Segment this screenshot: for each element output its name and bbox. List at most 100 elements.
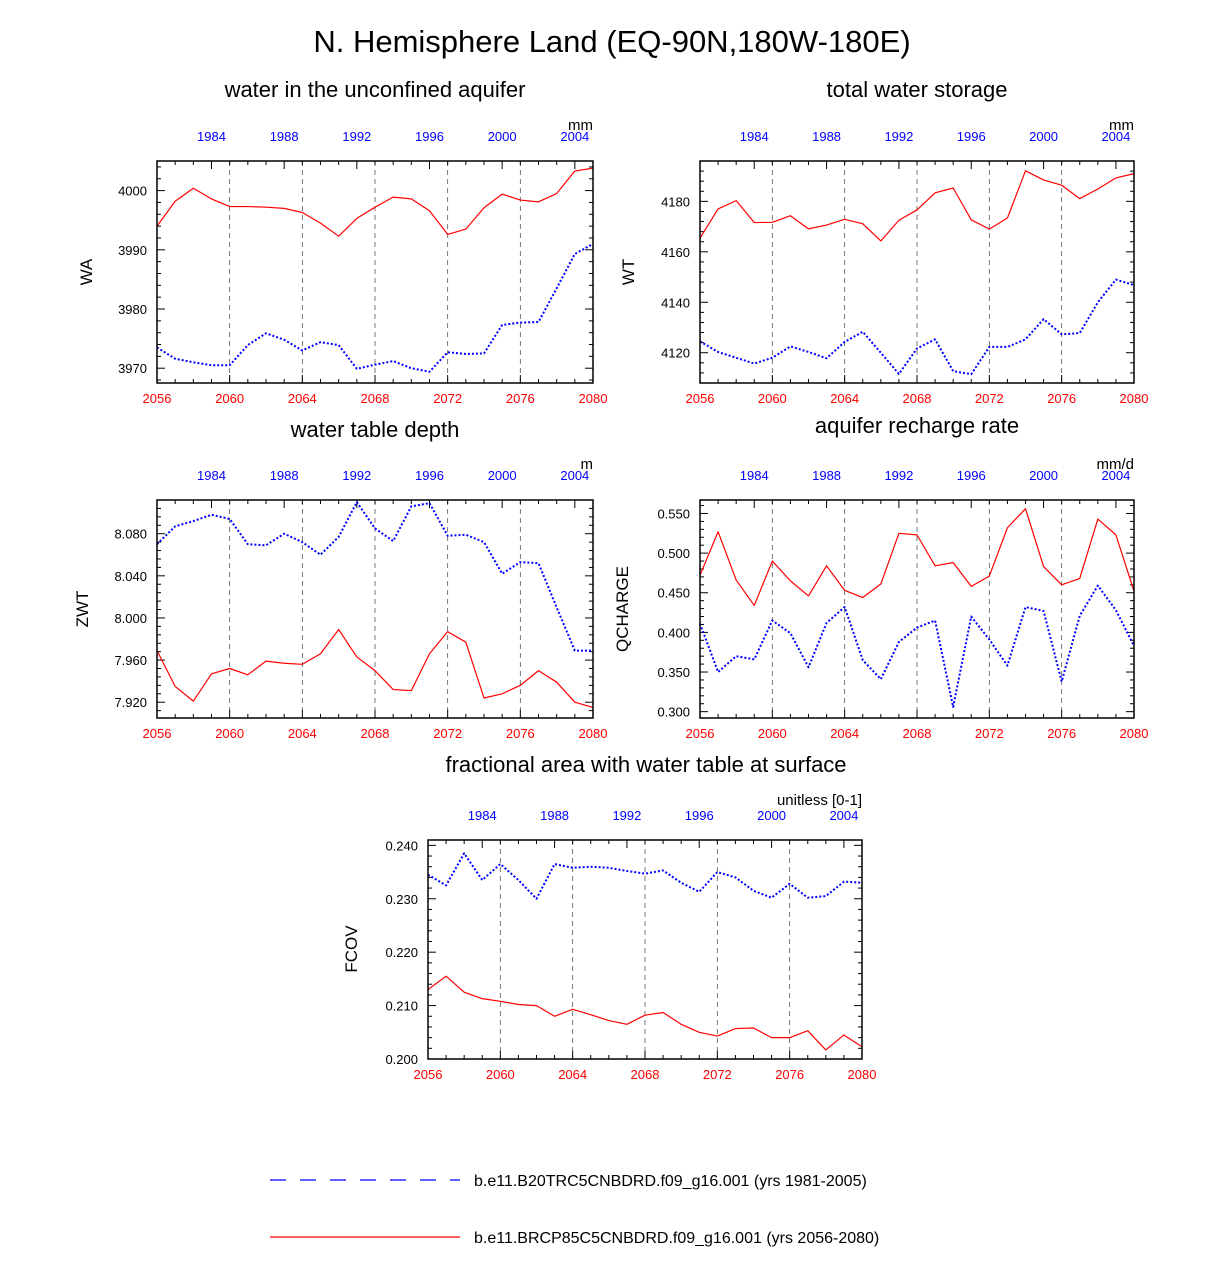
y-tick-label: 4120 (661, 346, 690, 361)
unit-label: mm (1109, 117, 1134, 134)
x-tick-label: 2056 (143, 726, 172, 741)
y-tick-label: 8.080 (114, 527, 147, 542)
unit-label: m (581, 456, 594, 473)
x-tick-label: 2076 (506, 726, 535, 741)
top-tick-label: 1992 (342, 129, 371, 144)
x-tick-label: 2080 (579, 726, 608, 741)
panel-3: water table depth m ZWT 2056 2060 2064 2068 207… (73, 417, 607, 741)
x-tick-label: 2072 (975, 726, 1004, 741)
x-tick-label: 2068 (361, 726, 390, 741)
top-tick-label: 2000 (1029, 129, 1058, 144)
y-tick-label: 7.960 (114, 653, 147, 668)
top-tick-label: 1996 (957, 129, 986, 144)
top-tick-label: 1992 (342, 468, 371, 483)
y-axis-label: WT (619, 259, 638, 285)
panel-2: total water storage mm WT 2056 2060 2064 2068 2… (619, 77, 1148, 406)
x-tick-label: 2080 (579, 391, 608, 406)
x-tick-label: 2076 (506, 391, 535, 406)
x-tick-label: 2056 (414, 1067, 443, 1082)
x-tick-label: 2072 (433, 391, 462, 406)
y-tick-label: 4180 (661, 194, 690, 209)
x-tick-label: 2064 (288, 726, 317, 741)
x-tick-label: 2064 (830, 726, 859, 741)
panel-4: aquifer recharge rate mm/d QCHARGE 2056 2060… (613, 413, 1148, 741)
top-tick-label: 1992 (884, 129, 913, 144)
top-tick-label: 1984 (740, 129, 769, 144)
top-tick-label: 2000 (488, 468, 517, 483)
panel-title: fractional area with water table at surf… (445, 752, 846, 777)
top-tick-label: 1988 (812, 468, 841, 483)
legend-hist-label: b.e11.B20TRC5CNBDRD.f09_g16.001 (yrs 198… (474, 1173, 867, 1190)
x-tick-label: 2080 (1120, 391, 1149, 406)
y-tick-label: 0.200 (385, 1052, 418, 1067)
legend-rcp-label: b.e11.BRCP85C5CNBDRD.f09_g16.001 (yrs 20… (474, 1230, 879, 1247)
series-line-hist (699, 584, 1135, 708)
top-tick-label: 1984 (468, 808, 497, 823)
y-tick-label: 4160 (661, 245, 690, 260)
y-tick-label: 0.400 (657, 625, 690, 640)
top-tick-label: 2004 (1101, 129, 1130, 144)
legend: b.e11.B20TRC5CNBDRD.f09_g16.001 (yrs 198… (270, 1173, 879, 1247)
x-tick-label: 2064 (830, 391, 859, 406)
y-tick-label: 4140 (661, 295, 690, 310)
top-tick-label: 1996 (415, 468, 444, 483)
top-tick-label: 1984 (740, 468, 769, 483)
y-tick-label: 4000 (118, 184, 147, 199)
unit-label: mm (568, 117, 593, 134)
top-tick-label: 2000 (1029, 468, 1058, 483)
unit-label: unitless [0-1] (777, 792, 862, 809)
y-tick-label: 0.350 (657, 665, 690, 680)
x-tick-label: 2068 (361, 391, 390, 406)
y-tick-label: 7.920 (114, 695, 147, 710)
x-tick-label: 2056 (143, 391, 172, 406)
x-tick-label: 2060 (758, 726, 787, 741)
plot-frame (156, 160, 594, 384)
x-tick-label: 2056 (686, 391, 715, 406)
y-axis-label: WA (77, 258, 96, 285)
x-tick-label: 2076 (1047, 726, 1076, 741)
series-line-hist (427, 852, 863, 900)
top-tick-label: 2004 (1101, 468, 1130, 483)
y-tick-label: 0.230 (385, 892, 418, 907)
x-tick-label: 2072 (975, 391, 1004, 406)
panel-title: water in the unconfined aquifer (224, 77, 526, 102)
y-tick-label: 0.210 (385, 999, 418, 1014)
y-tick-label: 8.040 (114, 569, 147, 584)
top-tick-label: 2000 (488, 129, 517, 144)
y-tick-label: 0.240 (385, 838, 418, 853)
series-line-rcp (427, 975, 863, 1051)
x-tick-label: 2060 (758, 391, 787, 406)
figure-title: N. Hemisphere Land (EQ-90N,180W-180E) (313, 24, 910, 59)
x-tick-label: 2080 (848, 1067, 877, 1082)
series-line-rcp (156, 628, 594, 709)
top-tick-label: 1992 (612, 808, 641, 823)
y-tick-label: 0.300 (657, 705, 690, 720)
series-line-hist (699, 278, 1135, 376)
panel-title: aquifer recharge rate (815, 413, 1019, 438)
x-tick-label: 2076 (1047, 391, 1076, 406)
series-line-rcp (156, 167, 594, 237)
top-tick-label: 1996 (957, 468, 986, 483)
top-tick-label: 1988 (540, 808, 569, 823)
panel-title: total water storage (827, 77, 1008, 102)
plot-frame (699, 499, 1135, 719)
series-line-hist (156, 501, 593, 652)
y-axis-label: FCOV (342, 925, 361, 973)
plot-frame (699, 160, 1135, 384)
x-tick-label: 2060 (486, 1067, 515, 1082)
x-tick-label: 2064 (288, 391, 317, 406)
y-tick-label: 0.450 (657, 586, 690, 601)
top-tick-label: 2004 (560, 129, 589, 144)
y-tick-label: 8.000 (114, 611, 147, 626)
series-line-rcp (699, 170, 1135, 242)
series-line-hist (156, 243, 594, 373)
y-tick-label: 3990 (118, 243, 147, 258)
x-tick-label: 2056 (686, 726, 715, 741)
x-tick-label: 2060 (215, 726, 244, 741)
top-tick-label: 1988 (270, 129, 299, 144)
x-tick-label: 2064 (558, 1067, 587, 1082)
panel-1: water in the unconfined aquifer mm WA 2056 2… (77, 77, 607, 406)
panel-5: fractional area with water table at surf… (342, 752, 876, 1082)
x-tick-label: 2076 (775, 1067, 804, 1082)
